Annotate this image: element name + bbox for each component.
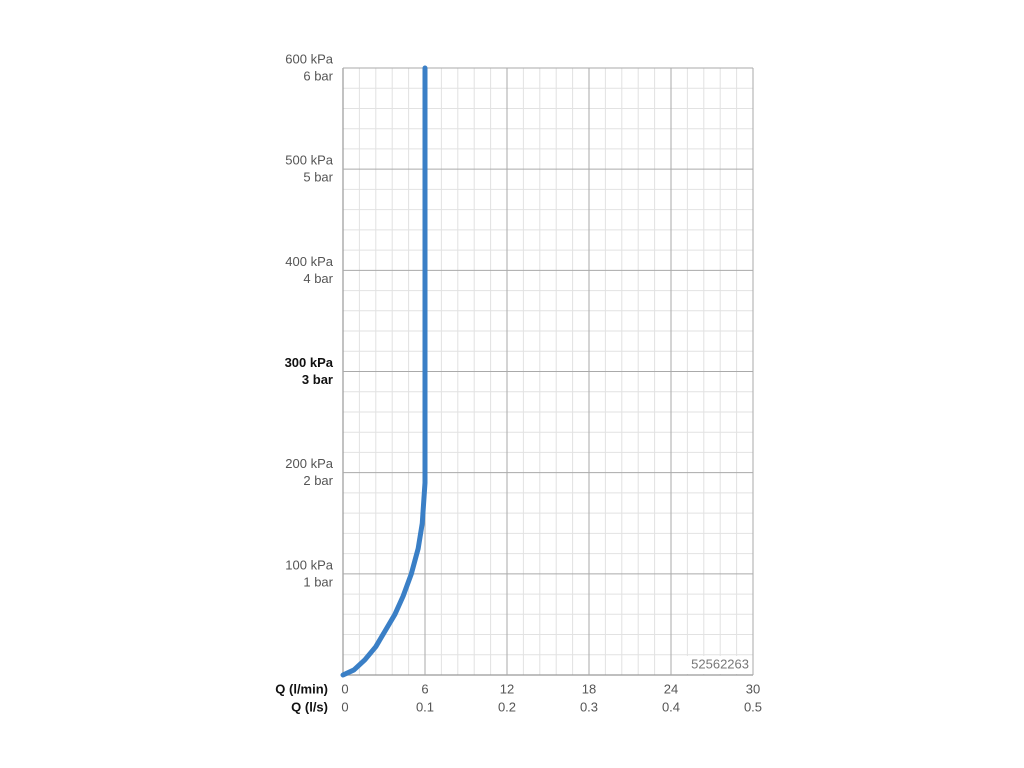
y-tick-label: 100 kPa: [285, 557, 333, 572]
y2-tick-label: 4 bar: [303, 271, 333, 286]
x-tick-label: 0: [341, 681, 348, 696]
x-tick-label: 24: [664, 681, 678, 696]
y-tick-label: 300 kPa: [285, 355, 334, 370]
annotation: 52562263: [691, 656, 749, 671]
x-tick-label: 12: [500, 681, 514, 696]
x2-tick-label: 0.4: [662, 699, 680, 714]
x2-tick-label: 0.5: [744, 699, 762, 714]
y-tick-label: 200 kPa: [285, 456, 333, 471]
x2-tick-label: 0.1: [416, 699, 434, 714]
line-series: [340, 65, 428, 678]
x-tick-label: 6: [421, 681, 428, 696]
x-tick-label: 18: [582, 681, 596, 696]
annotation-bg: [682, 656, 752, 674]
x2-axis-label: Q (l/s): [291, 699, 328, 714]
y2-tick-label: 6 bar: [303, 68, 333, 83]
y-tick-label: 500 kPa: [285, 153, 333, 168]
y-tick-label: 600 kPa: [285, 51, 333, 66]
x2-tick-label: 0: [341, 699, 348, 714]
x-tick-label: 30: [746, 681, 760, 696]
x-axis-label: Q (l/min): [275, 681, 328, 696]
y2-tick-label: 1 bar: [303, 574, 333, 589]
y2-tick-label: 5 bar: [303, 170, 333, 185]
y2-tick-label: 2 bar: [303, 473, 333, 488]
y2-tick-label: 3 bar: [302, 372, 333, 387]
x2-tick-label: 0.2: [498, 699, 516, 714]
y-tick-label: 400 kPa: [285, 254, 333, 269]
x2-tick-label: 0.3: [580, 699, 598, 714]
